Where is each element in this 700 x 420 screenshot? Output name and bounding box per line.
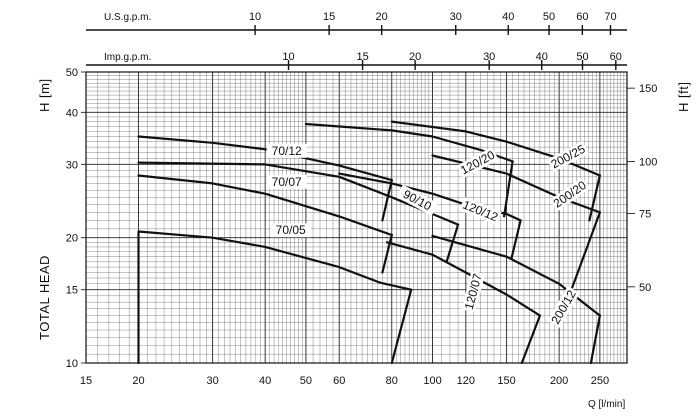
x-tick-label: 100 — [423, 375, 441, 387]
impgpm-label: Imp.g.p.m. — [104, 52, 151, 63]
y-right-tick-label: 100 — [639, 156, 657, 168]
curve-70-05 — [137, 230, 413, 365]
x-tick-label: 120 — [457, 375, 475, 387]
curve-70-07 — [137, 174, 393, 237]
curve-label-bg — [266, 143, 307, 158]
y-left-tick-label: 20 — [66, 233, 78, 245]
usgpm-tick-label: 30 — [450, 11, 462, 23]
limit-120-20 — [503, 160, 514, 218]
curves — [137, 120, 601, 365]
curve-200-25 — [390, 120, 601, 177]
impgpm-tick-label: 20 — [409, 51, 421, 63]
limit-120-12 — [510, 219, 522, 260]
y-left-tick-label: 10 — [66, 358, 78, 370]
x-tick-label: 250 — [591, 375, 609, 387]
x-tick-label: 80 — [386, 375, 398, 387]
impgpm-tick-label: 30 — [483, 51, 495, 63]
curve-labels: 70/0570/0770/1290/10120/07120/12120/2020… — [266, 141, 591, 328]
curve-120-12 — [338, 172, 522, 222]
x-tick-labels: 15 20 30 40 50 60 80 100 120 150 200 250 — [80, 375, 609, 387]
curve-70-12 — [137, 135, 393, 182]
y-left-tick-label: 40 — [66, 107, 78, 119]
curve-label-bg — [270, 223, 311, 238]
limit-90-10 — [445, 223, 460, 263]
y-right-tick-label: 75 — [639, 209, 651, 221]
y-left-tick-label: 30 — [66, 159, 78, 171]
curve-label: 70/07 — [272, 175, 302, 189]
usgpm-tick-label: 10 — [249, 11, 261, 23]
curve-label-bg — [461, 270, 486, 313]
curve-label: 120/20 — [458, 148, 497, 178]
limit-200-12 — [589, 314, 601, 365]
impgpm-ticks: 10 15 20 30 40 50 60 — [282, 51, 622, 70]
limit-70-07 — [381, 233, 393, 274]
y-left-tick-labels: 10 15 20 30 40 50 — [66, 67, 86, 370]
curve-label: 70/12 — [272, 144, 302, 158]
impgpm-tick-label: 15 — [356, 51, 368, 63]
curve-90-10 — [137, 161, 460, 226]
limit-70-05 — [390, 288, 413, 365]
y-left-tick-label: 15 — [66, 285, 78, 297]
curve-120-07 — [386, 241, 541, 317]
usgpm-tick-label: 70 — [604, 11, 616, 23]
limit-120-07 — [520, 314, 541, 365]
curve-label: 70/05 — [276, 223, 306, 237]
curve-label-bg — [549, 177, 591, 212]
usgpm-ticks: 10 15 20 30 40 50 60 70 — [249, 11, 617, 35]
x-tick-label: 200 — [550, 375, 568, 387]
y-right-tick-labels: 50 75 100 150 — [627, 83, 657, 294]
usgpm-tick-label: 20 — [376, 11, 388, 23]
plot-frame — [85, 71, 628, 364]
y-axis-title: TOTAL HEAD — [37, 255, 52, 340]
curve-label-bg — [456, 147, 499, 179]
curve-label-bg — [547, 141, 589, 173]
limit-200-25 — [588, 174, 601, 222]
x-tick-label: 40 — [259, 375, 271, 387]
grid — [85, 71, 628, 364]
usgpm-tick-label: 50 — [543, 11, 555, 23]
curve-label-bg — [396, 184, 439, 216]
y-right-tick-label: 50 — [639, 282, 651, 294]
limit-200-20 — [571, 211, 601, 289]
curve-label: 200/12 — [548, 287, 579, 326]
x-axis-title: Q [l/min] — [588, 399, 625, 410]
curve-label-bg — [547, 286, 580, 328]
x-tick-label: 150 — [497, 375, 515, 387]
x-tick-label: 20 — [132, 375, 144, 387]
curve-label-bg — [459, 196, 502, 225]
usgpm-tick-label: 40 — [502, 11, 514, 23]
y-right-unit: H [ft] — [676, 82, 691, 112]
usgpm-tick-label: 60 — [576, 11, 588, 23]
y-left-unit: H [m] — [37, 78, 52, 112]
usgpm-tick-label: 15 — [323, 11, 335, 23]
curve-200-12 — [431, 234, 601, 317]
curve-label: 120/07 — [462, 272, 485, 311]
x-tick-label: 60 — [333, 375, 345, 387]
x-tick-label: 30 — [206, 375, 218, 387]
impgpm-tick-label: 40 — [536, 51, 548, 63]
y-right-tick-label: 150 — [639, 83, 657, 95]
curve-label-bg — [266, 174, 307, 189]
y-left-tick-label: 50 — [66, 67, 78, 79]
impgpm-tick-label: 10 — [282, 51, 294, 63]
usgpm-label: U.S.g.p.m. — [104, 12, 151, 23]
limit-70-12 — [381, 179, 393, 222]
impgpm-tick-label: 60 — [610, 51, 622, 63]
x-tick-label: 15 — [80, 375, 92, 387]
x-tick-label: 50 — [300, 375, 312, 387]
impgpm-tick-label: 50 — [576, 51, 588, 63]
